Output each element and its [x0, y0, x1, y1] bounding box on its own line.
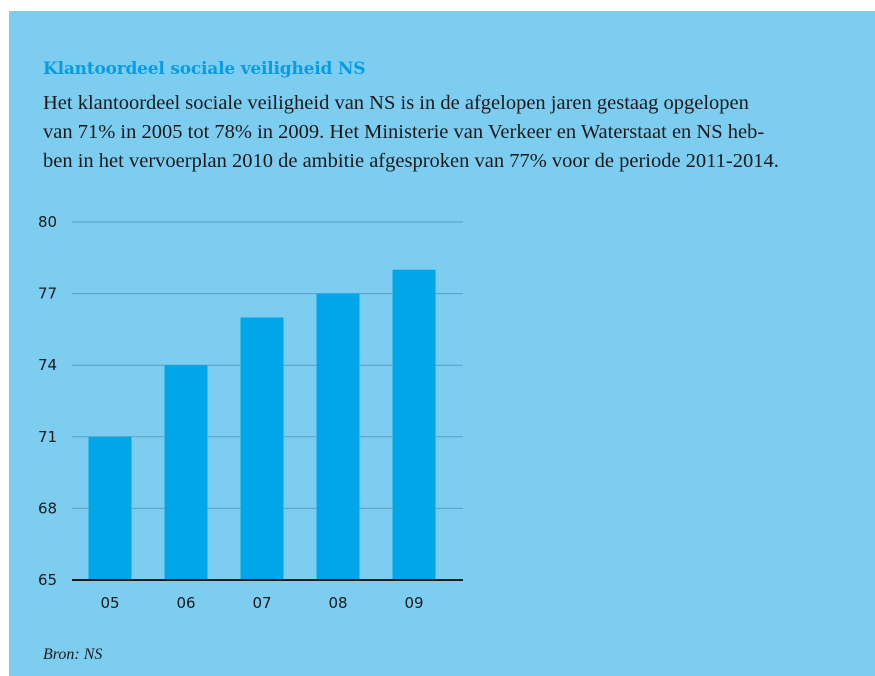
bar-05 [88, 436, 132, 580]
x-tick-label: 07 [252, 594, 271, 612]
x-tick-label: 09 [404, 594, 423, 612]
description-line: ben in het vervoerplan 2010 de ambitie a… [43, 150, 779, 172]
description-line: Het klantoordeel sociale veiligheid van … [43, 92, 749, 114]
y-tick-label: 68 [38, 499, 57, 517]
y-tick-label: 77 [38, 285, 57, 303]
source-note: Bron: NS [43, 646, 103, 663]
x-tick-label: 08 [328, 594, 347, 612]
x-tick-label: 06 [176, 594, 195, 612]
chart-panel: 65 68 71 74 77 80 05 06 07 08 09 Klantoordeel soci… [9, 11, 875, 676]
bar-07 [240, 317, 284, 580]
x-tick-label: 05 [100, 594, 119, 612]
bar-08 [316, 293, 360, 580]
chart-title: Klantoordeel sociale veiligheid NS [43, 59, 366, 79]
y-tick-label: 71 [38, 428, 57, 446]
bar-06 [164, 365, 208, 580]
y-tick-label: 80 [38, 213, 57, 231]
description-text: Het klantoordeel sociale veiligheid van … [43, 89, 875, 176]
y-tick-label: 65 [38, 571, 57, 589]
y-tick-label: 74 [38, 356, 57, 374]
bar-09 [392, 269, 436, 580]
bar-chart: 65 68 71 74 77 80 05 06 07 08 09 [38, 213, 463, 612]
description-line: van 71% in 2005 tot 78% in 2009. Het Min… [43, 121, 765, 143]
